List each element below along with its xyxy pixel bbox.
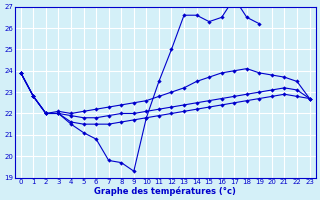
X-axis label: Graphe des températures (°c): Graphe des températures (°c) [94, 186, 236, 196]
